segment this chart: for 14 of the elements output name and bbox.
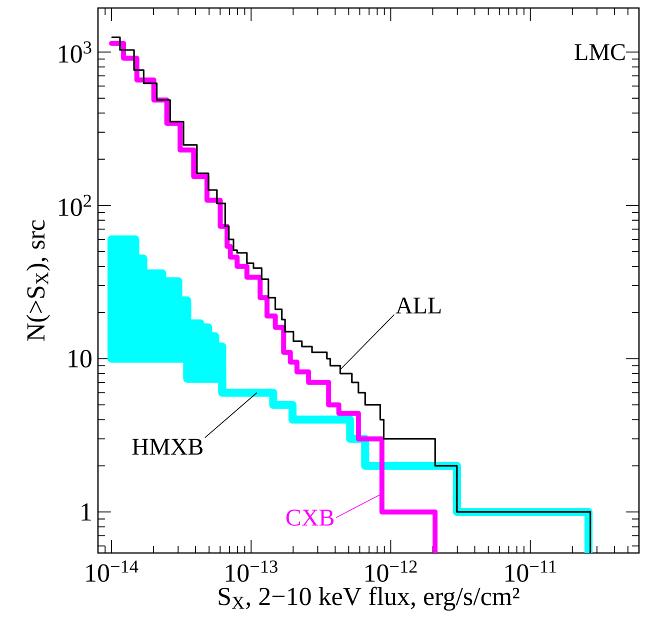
y-axis-title: N(>S$_{X}$), src (26, 220, 50, 341)
x-axis-title: S$_{X}$, 2−10 keV flux, erg/s/cm² (218, 586, 520, 611)
text: ALL (396, 298, 441, 314)
x-tick-label: 10$^{−13}$ (226, 560, 278, 582)
x-tick-label: 10$^{−12}$ (366, 560, 417, 582)
legend-label: CXB (286, 510, 334, 526)
y-tick-label: 1 (82, 503, 91, 521)
x-tick-label: 10$^{−11}$ (505, 560, 556, 582)
x-tick-label: 10$^{−14}$ (86, 560, 138, 582)
y-tick-label: 10 (68, 350, 92, 368)
y-tick-label: 10$^{3}$ (59, 41, 92, 63)
y-tick-label: 10$^{2}$ (59, 194, 91, 216)
annotation: HMXB (132, 438, 203, 455)
annotation: LMC (574, 44, 625, 60)
